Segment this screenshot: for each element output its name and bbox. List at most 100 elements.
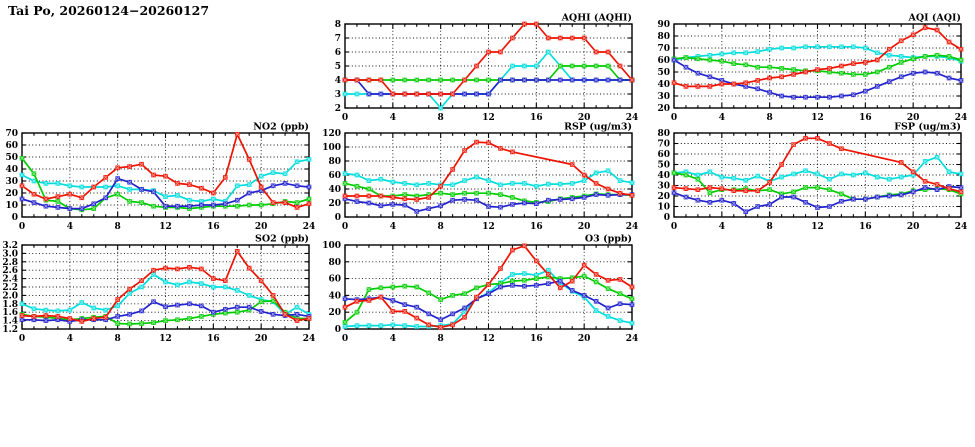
fsp-title: FSP (ug/m3) bbox=[894, 122, 961, 133]
o3-xtick-label: 0 bbox=[342, 334, 348, 344]
aqi-xtick-label: 16 bbox=[859, 113, 872, 123]
rsp-plot: 0 20 40 60 80 100 120 0 4 8 12 16 20 24 RSP (ug/m3) bbox=[323, 122, 639, 233]
no2-ytick-label: 60 bbox=[5, 141, 18, 151]
so2-ytick-label: 2.6 bbox=[2, 266, 18, 276]
no2-xtick-label: 8 bbox=[115, 222, 121, 232]
chart-aqhi: 2 3 4 5 6 7 8 0 4 8 12 16 20 24 AQHI (AQHI) bbox=[323, 10, 648, 126]
o3-ytick-label: 40 bbox=[328, 291, 341, 301]
so2-xtick-label: 0 bbox=[19, 334, 25, 344]
o3-ytick-label: 100 bbox=[323, 241, 341, 251]
so2-ytick-label: 2.4 bbox=[2, 275, 18, 285]
fsp-ytick-label: 30 bbox=[657, 182, 670, 192]
fsp-xtick-label: 0 bbox=[671, 222, 677, 232]
o3-ytick-label: 60 bbox=[328, 275, 341, 285]
so2-ytick-label: 1.6 bbox=[2, 308, 18, 318]
no2-ytick-label: 40 bbox=[5, 165, 18, 175]
no2-xtick-label: 16 bbox=[207, 222, 220, 232]
so2-ytick-label: 1.8 bbox=[2, 300, 18, 310]
so2-xtick-label: 16 bbox=[207, 334, 220, 344]
page-title: Tai Po, 20260124−20260127 bbox=[8, 3, 210, 18]
so2-ytick-label: 2.2 bbox=[2, 283, 18, 293]
rsp-xtick-label: 8 bbox=[438, 222, 444, 232]
no2-ytick-label: 0 bbox=[12, 213, 18, 223]
fsp-ytick-label: 60 bbox=[657, 150, 670, 160]
aqi-ytick-label: 30 bbox=[657, 92, 670, 102]
rsp-xtick-label: 0 bbox=[342, 222, 348, 232]
fsp-xtick-label: 8 bbox=[767, 222, 773, 232]
fsp-ytick-label: 20 bbox=[657, 192, 670, 202]
o3-xtick-label: 20 bbox=[578, 334, 591, 344]
aqhi-title: AQHI (AQHI) bbox=[561, 13, 632, 24]
so2-xtick-label: 4 bbox=[67, 334, 73, 344]
so2-ytick-label: 2.8 bbox=[2, 258, 18, 268]
rsp-xtick-label: 24 bbox=[626, 222, 639, 232]
rsp-ytick-label: 40 bbox=[328, 185, 341, 195]
no2-xtick-label: 0 bbox=[19, 222, 25, 232]
chart-no2: 0 10 20 30 40 50 60 70 0 4 8 12 16 20 24 NO2 (ppb) bbox=[0, 119, 325, 235]
so2-xtick-label: 20 bbox=[255, 334, 268, 344]
rsp-xtick-label: 16 bbox=[530, 222, 543, 232]
aqi-xtick-label: 20 bbox=[907, 113, 920, 123]
o3-xtick-label: 8 bbox=[438, 334, 444, 344]
aqhi-plot: 2 3 4 5 6 7 8 0 4 8 12 16 20 24 AQHI (AQHI) bbox=[335, 13, 639, 124]
o3-xtick-label: 12 bbox=[482, 334, 495, 344]
o3-ytick-label: 80 bbox=[328, 258, 341, 268]
aqi-ytick-label: 90 bbox=[657, 20, 670, 30]
so2-plot: 1.21.41.61.82.02.22.42.62.83.03.2 0 4 8 12 16… bbox=[2, 234, 315, 345]
rsp-xtick-label: 4 bbox=[390, 222, 396, 232]
aqhi-xtick-label: 4 bbox=[390, 113, 396, 123]
so2-ytick-label: 3.0 bbox=[2, 249, 18, 259]
chart-o3: 0 20 40 60 80 100 0 4 8 12 16 20 24 O3 (ppb) bbox=[323, 231, 648, 347]
aqi-ytick-label: 40 bbox=[657, 80, 670, 90]
so2-xtick-label: 12 bbox=[159, 334, 172, 344]
no2-ytick-label: 70 bbox=[5, 129, 18, 139]
aqi-xtick-label: 4 bbox=[719, 113, 725, 123]
fsp-xtick-label: 4 bbox=[719, 222, 725, 232]
aqi-title: AQI (AQI) bbox=[908, 13, 961, 24]
aqi-xtick-label: 8 bbox=[767, 113, 773, 123]
fsp-series-red bbox=[673, 137, 962, 193]
rsp-xtick-label: 12 bbox=[482, 222, 495, 232]
rsp-ytick-label: 60 bbox=[328, 171, 341, 181]
aqi-ytick-label: 60 bbox=[657, 56, 670, 66]
aqhi-ytick-label: 2 bbox=[335, 104, 341, 114]
no2-ytick-label: 10 bbox=[5, 201, 18, 211]
aqi-ytick-label: 70 bbox=[657, 44, 670, 54]
aqi-xtick-label: 0 bbox=[671, 113, 677, 123]
aqhi-ytick-label: 5 bbox=[335, 62, 341, 72]
no2-xtick-label: 24 bbox=[303, 222, 316, 232]
no2-ytick-label: 30 bbox=[5, 177, 18, 187]
fsp-xtick-label: 16 bbox=[859, 222, 872, 232]
chart-rsp: 0 20 40 60 80 100 120 0 4 8 12 16 20 24 RSP (ug/m3) bbox=[323, 119, 648, 235]
fsp-ytick-label: 80 bbox=[657, 129, 670, 139]
no2-xtick-label: 20 bbox=[255, 222, 268, 232]
aqhi-ytick-label: 8 bbox=[335, 20, 341, 30]
rsp-title: RSP (ug/m3) bbox=[564, 122, 632, 133]
rsp-ytick-label: 20 bbox=[328, 199, 341, 209]
so2-title: SO2 (ppb) bbox=[255, 234, 309, 245]
fsp-xtick-label: 12 bbox=[811, 222, 824, 232]
fsp-ytick-label: 10 bbox=[657, 203, 670, 213]
rsp-ytick-label: 0 bbox=[335, 213, 341, 223]
chart-so2: 1.2 1.4 1.6 1.8 2.0 2.2 2.4 2.6 2.8 3.0 3.2 0 4 8 12 16… bbox=[0, 231, 325, 347]
no2-plot: 0 10 20 30 40 50 60 70 0 4 8 12 16 20 24 NO2 (ppb) bbox=[5, 122, 316, 233]
aqhi-ytick-label: 3 bbox=[335, 90, 341, 100]
so2-ytick-label: 1.2 bbox=[2, 325, 18, 335]
no2-xtick-label: 4 bbox=[67, 222, 73, 232]
fsp-xtick-label: 20 bbox=[907, 222, 920, 232]
o3-xtick-label: 24 bbox=[626, 334, 639, 344]
o3-xtick-label: 16 bbox=[530, 334, 543, 344]
chart-aqi: 20 30 40 50 60 70 80 90 0 4 8 12 16 20 24 AQI (AQI) bbox=[652, 10, 975, 126]
rsp-ytick-label: 80 bbox=[328, 157, 341, 167]
rsp-ytick-label: 100 bbox=[323, 143, 341, 153]
aqhi-xtick-label: 24 bbox=[626, 113, 639, 123]
rsp-xtick-label: 20 bbox=[578, 222, 591, 232]
aqi-ytick-label: 20 bbox=[657, 104, 670, 114]
fsp-ytick-label: 40 bbox=[657, 171, 670, 181]
no2-xtick-label: 12 bbox=[159, 222, 172, 232]
aqhi-ytick-label: 6 bbox=[335, 48, 341, 58]
o3-title: O3 (ppb) bbox=[585, 234, 632, 245]
o3-ytick-label: 0 bbox=[335, 325, 341, 335]
fsp-ytick-label: 50 bbox=[657, 161, 670, 171]
aqi-xtick-label: 24 bbox=[955, 113, 968, 123]
